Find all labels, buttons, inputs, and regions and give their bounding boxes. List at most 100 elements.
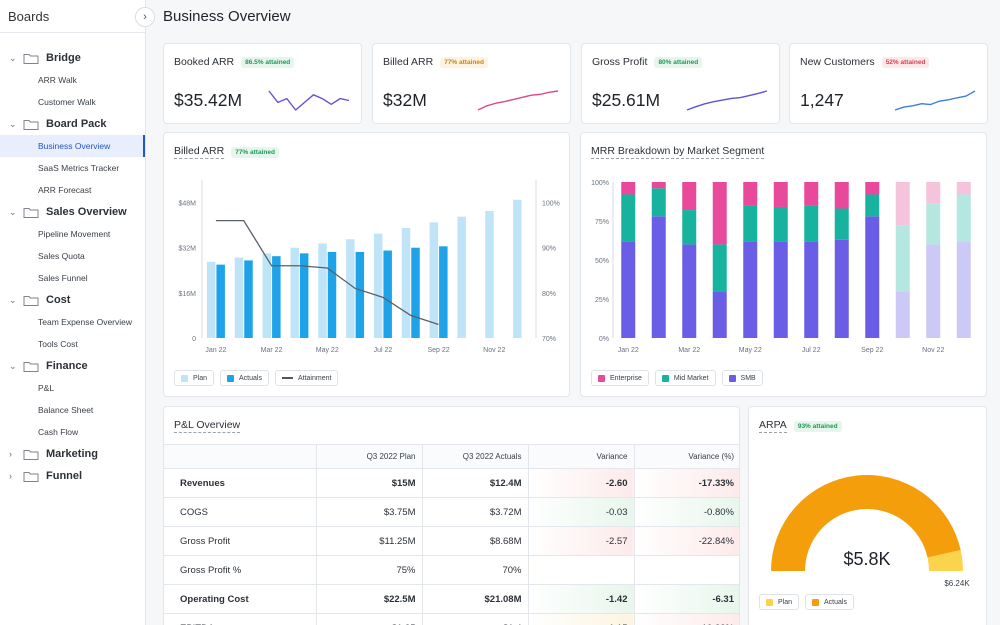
bar-enterprise[interactable]	[895, 182, 910, 226]
sidebar-collapse-button[interactable]: ›	[135, 7, 155, 27]
bar-smb[interactable]	[682, 244, 697, 338]
pl-row-cogs[interactable]: COGS $3.75M $3.72M -0.03 -0.80%	[164, 497, 739, 527]
bar-mid-market[interactable]	[712, 244, 727, 292]
attainment-line[interactable]	[215, 219, 439, 326]
sidebar-item-tools-cost[interactable]: Tools Cost	[38, 339, 78, 349]
bar-actuals[interactable]	[439, 246, 448, 338]
bar-enterprise[interactable]	[621, 182, 636, 195]
sidebar-item-balance-sheet[interactable]: Balance Sheet	[38, 405, 94, 415]
pl-column-header[interactable]: Variance	[527, 444, 634, 469]
bar-enterprise[interactable]	[834, 182, 849, 209]
pl-row-gross-profit[interactable]: Gross Profit % 75% 70%	[164, 555, 739, 585]
bar-actuals[interactable]	[355, 251, 365, 338]
bar-smb[interactable]	[621, 241, 636, 338]
bar-smb[interactable]	[743, 241, 758, 338]
pl-column-header[interactable]: Variance (%)	[633, 444, 739, 469]
bar-plan[interactable]	[206, 261, 216, 338]
sidebar-item-cash-flow[interactable]: Cash Flow	[38, 427, 79, 437]
sidebar-item-team-expense-overview[interactable]: Team Expense Overview	[38, 317, 133, 327]
bar-enterprise[interactable]	[651, 182, 666, 189]
bar-mid-market[interactable]	[773, 206, 788, 242]
bar-mid-market[interactable]	[804, 205, 819, 242]
sidebar-item-sales-funnel[interactable]: Sales Funnel	[38, 273, 88, 283]
bar-mid-market[interactable]	[682, 210, 697, 245]
pl-row-ebitda[interactable]: EBITDA-$1.25-$1.4-1.15-10.33%	[164, 613, 739, 625]
bar-smb[interactable]	[804, 241, 819, 338]
bar-actuals[interactable]	[244, 260, 253, 338]
bar-smb[interactable]	[926, 244, 941, 338]
bar-plan[interactable]	[513, 199, 522, 338]
bar-plan[interactable]	[290, 247, 299, 338]
bar-mid-market[interactable]	[895, 225, 910, 292]
bar-mid-market[interactable]	[651, 188, 666, 217]
bar-plan[interactable]	[234, 257, 244, 338]
sidebar-group-sales-overview[interactable]: ⌄ Sales Overview	[0, 201, 145, 223]
sidebar-group-finance[interactable]: ⌄ Finance	[0, 355, 145, 377]
sidebar-item-customer-walk[interactable]: Customer Walk	[38, 97, 96, 107]
sidebar-group-funnel[interactable]: › Funnel	[0, 465, 145, 487]
bar-mid-market[interactable]	[621, 194, 636, 242]
bar-enterprise[interactable]	[865, 182, 880, 195]
bar-plan[interactable]	[457, 216, 466, 338]
bar-enterprise[interactable]	[956, 182, 971, 195]
legend-mid-market[interactable]: Mid Market	[654, 370, 716, 386]
sidebar-item-pipeline-movement[interactable]: Pipeline Movement	[38, 229, 111, 239]
pl-row-gross-profit[interactable]: Gross Profit $11.25M $8.68M -2.57 -22.84%	[164, 526, 739, 556]
kpi-card-billed-arr[interactable]: Billed ARR 77% attained $32M	[372, 43, 571, 124]
pl-row-revenues[interactable]: Revenues $15M $12.4M -2.60 -17.33%	[164, 468, 739, 498]
legend-arpa-plan[interactable]: Plan	[759, 594, 800, 610]
mrr-chart-title[interactable]: MRR Breakdown by Market Segment	[591, 145, 765, 159]
bar-smb[interactable]	[865, 216, 880, 338]
bar-enterprise[interactable]	[804, 182, 819, 206]
pl-column-header[interactable]	[164, 444, 316, 469]
legend-arpa-actuals[interactable]: Actuals	[805, 594, 854, 610]
bar-smb[interactable]	[895, 291, 910, 338]
kpi-card-booked-arr[interactable]: Booked ARR 86.5% attained $35.42M	[163, 43, 362, 124]
bar-mid-market[interactable]	[926, 203, 941, 245]
legend-plan[interactable]: Plan	[174, 370, 215, 386]
bar-enterprise[interactable]	[743, 182, 758, 206]
pl-row-operating-cost[interactable]: Operating Cost $22.5M $21.08M -1.42 -6.31	[164, 584, 739, 614]
bar-plan[interactable]	[429, 222, 439, 338]
sidebar-item-saas-metrics-tracker[interactable]: SaaS Metrics Tracker	[38, 163, 120, 173]
bar-actuals[interactable]	[383, 250, 392, 338]
bar-smb[interactable]	[712, 291, 727, 338]
bar-plan[interactable]	[346, 239, 355, 338]
bar-smb[interactable]	[773, 241, 788, 338]
legend-smb[interactable]: SMB	[721, 370, 763, 386]
kpi-card-gross-profit[interactable]: Gross Profit 80% attained $25.61M	[581, 43, 780, 124]
bar-enterprise[interactable]	[682, 182, 697, 211]
sidebar-group-bridge[interactable]: ⌄ Bridge	[0, 47, 145, 69]
bar-enterprise[interactable]	[712, 182, 727, 245]
bar-actuals[interactable]	[272, 256, 281, 338]
sidebar-group-marketing[interactable]: › Marketing	[0, 443, 145, 465]
pl-overview-title[interactable]: P&L Overview	[174, 419, 241, 433]
billed-arr-chart-title[interactable]: Billed ARR 77% attained	[174, 145, 279, 159]
bar-plan[interactable]	[485, 211, 494, 338]
legend-actuals[interactable]: Actuals	[220, 370, 269, 386]
legend-attainment[interactable]: Attainment	[274, 370, 339, 386]
arpa-title[interactable]: ARPA 93% attained	[759, 419, 842, 433]
bar-mid-market[interactable]	[834, 208, 849, 240]
bar-plan[interactable]	[262, 253, 272, 338]
bar-actuals[interactable]	[216, 264, 225, 338]
bar-actuals[interactable]	[411, 247, 420, 338]
legend-enterprise[interactable]: Enterprise	[591, 370, 649, 386]
gauge-plan-arc[interactable]	[927, 550, 963, 572]
kpi-card-new-customers[interactable]: New Customers 52% attained 1,247	[789, 43, 988, 124]
bar-smb[interactable]	[651, 216, 666, 338]
sidebar-item-business-overview[interactable]: Business Overview	[0, 135, 145, 157]
sidebar-item-p-l[interactable]: P&L	[38, 383, 55, 393]
bar-actuals[interactable]	[299, 253, 309, 338]
bar-plan[interactable]	[318, 243, 327, 338]
sidebar-item-sales-quota[interactable]: Sales Quota	[38, 251, 85, 261]
sidebar-item-arr-forecast[interactable]: ARR Forecast	[38, 185, 92, 195]
bar-plan[interactable]	[401, 227, 411, 338]
bar-enterprise[interactable]	[926, 182, 941, 204]
bar-mid-market[interactable]	[865, 194, 880, 217]
bar-actuals[interactable]	[327, 251, 337, 338]
bar-enterprise[interactable]	[773, 182, 788, 207]
sidebar-group-cost[interactable]: ⌄ Cost	[0, 289, 145, 311]
sidebar-item-arr-walk[interactable]: ARR Walk	[38, 75, 77, 85]
pl-column-header[interactable]: Q3 2022 Plan	[315, 444, 422, 469]
